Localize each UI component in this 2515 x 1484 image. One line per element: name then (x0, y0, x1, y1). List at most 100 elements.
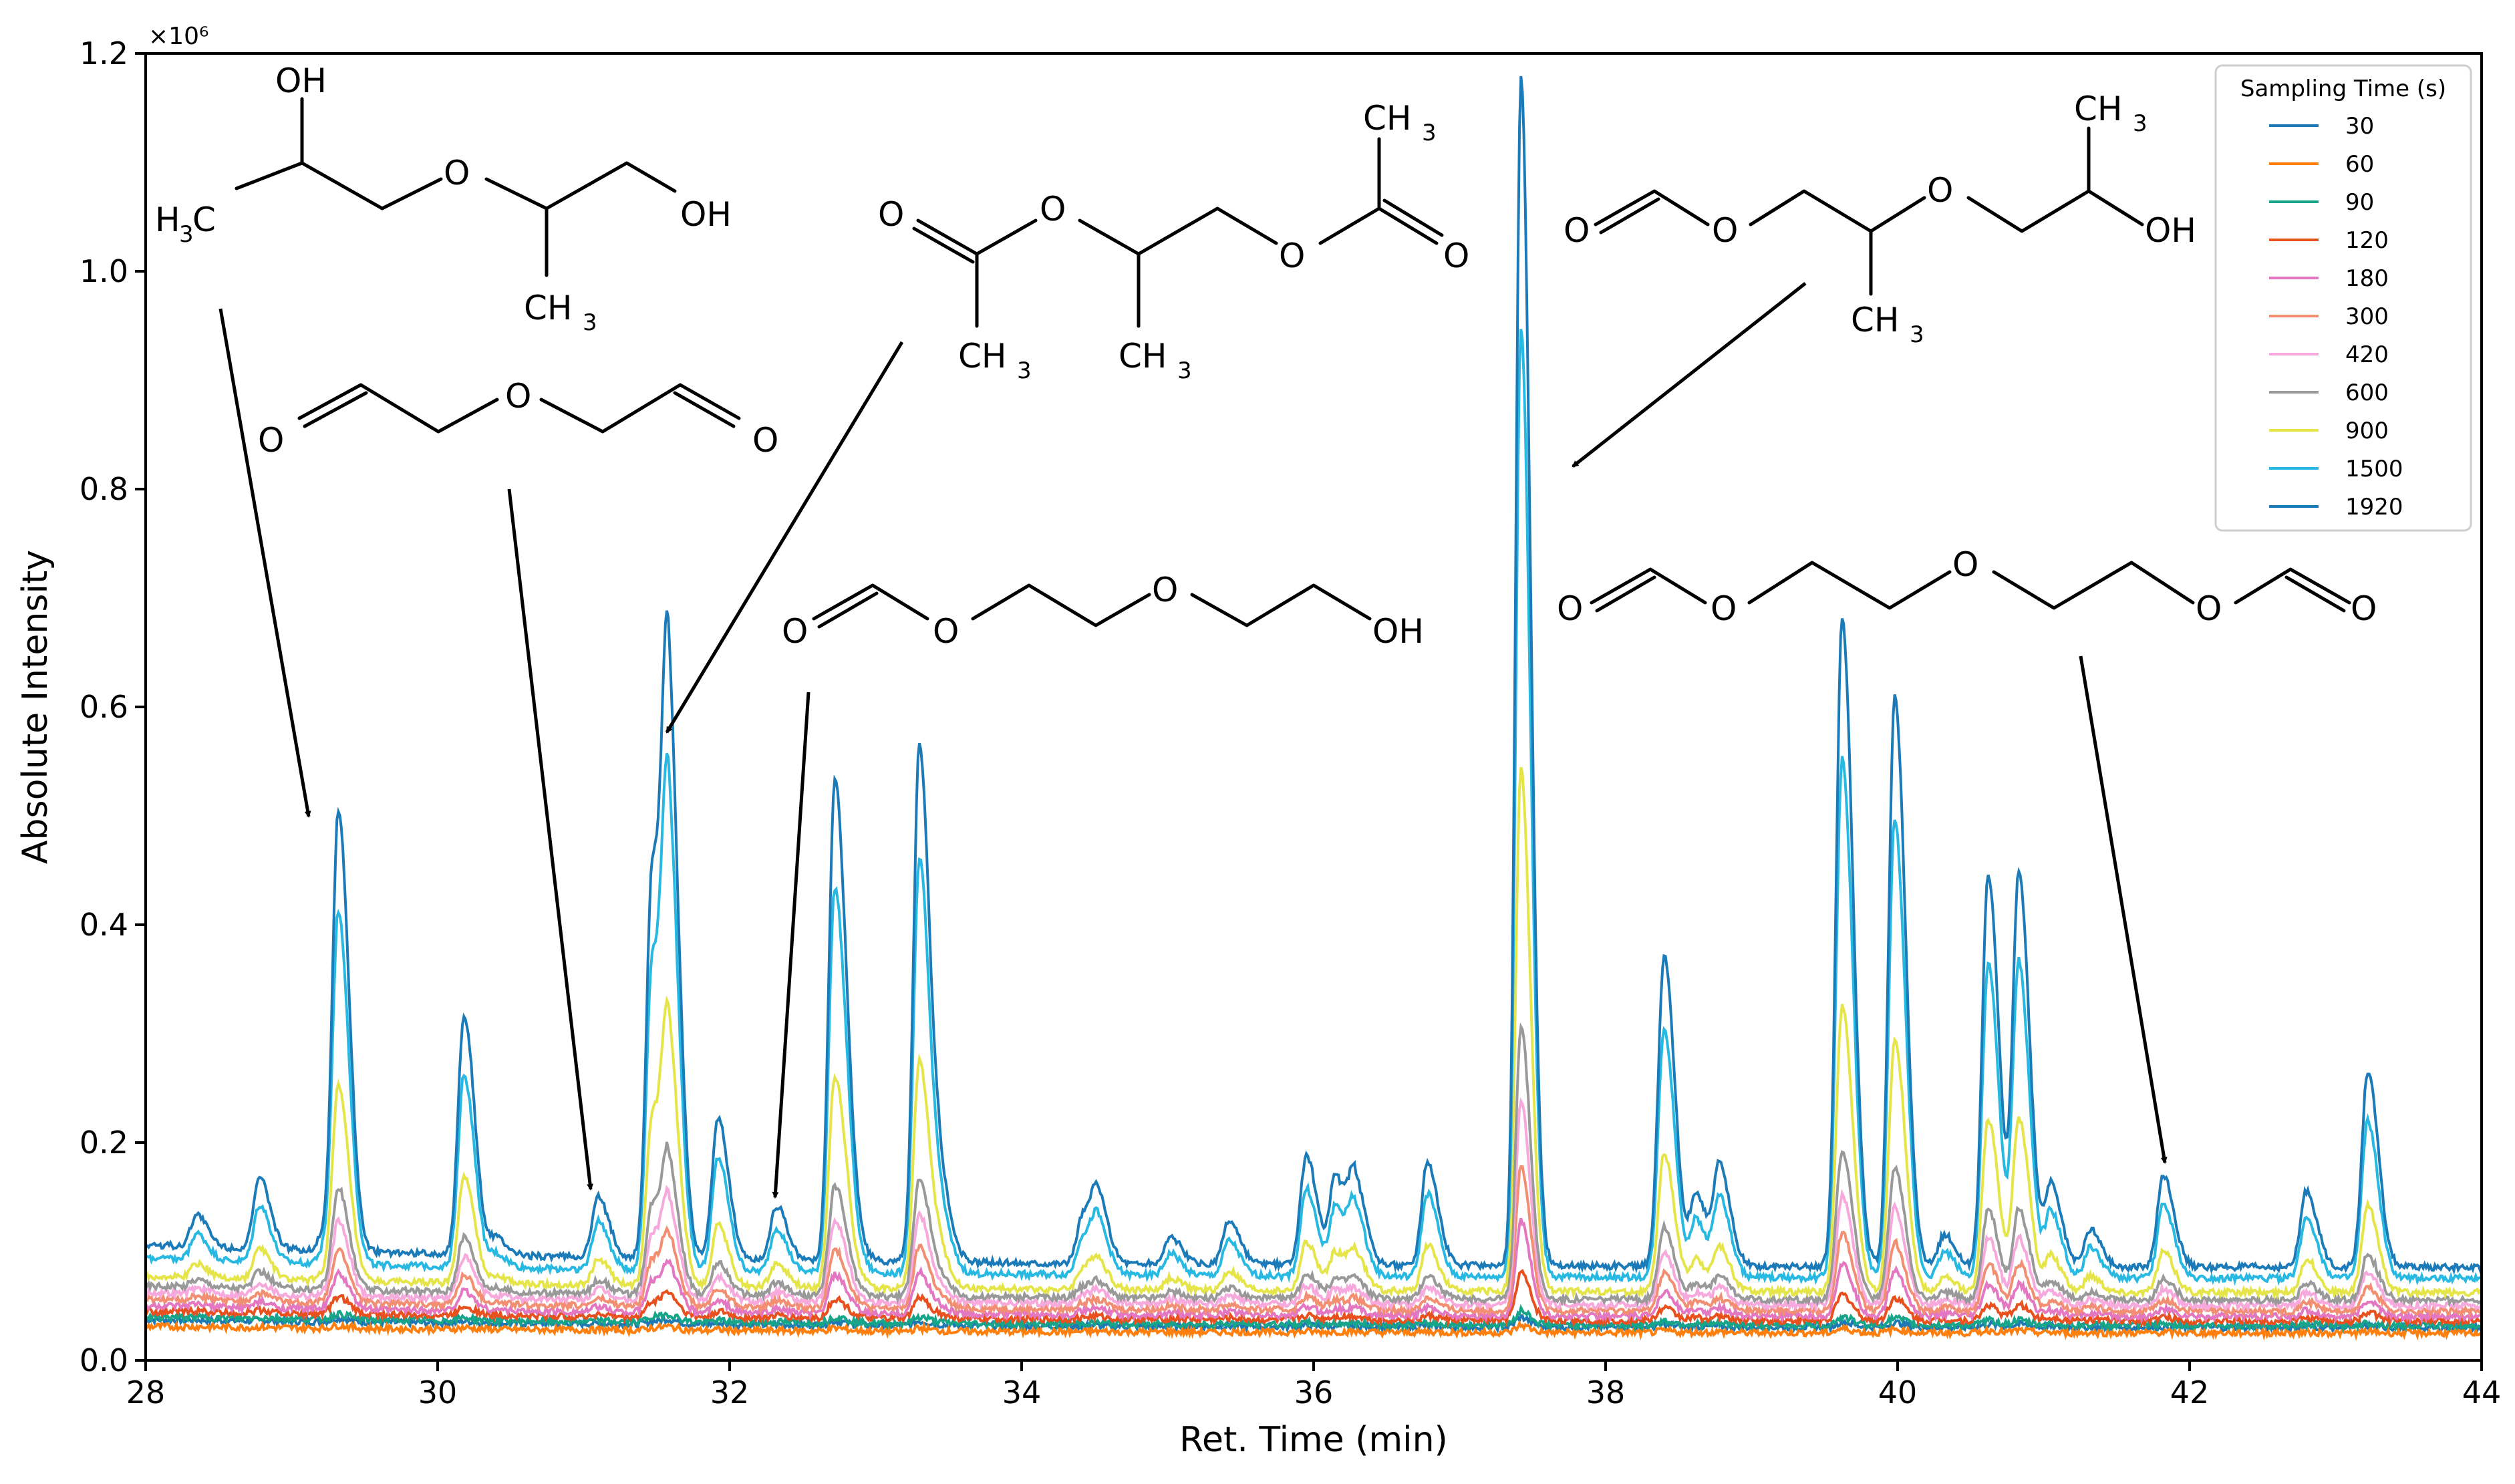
s5-ch3-sub: 3 (2133, 110, 2148, 137)
legend-label-120: 120 (2345, 227, 2389, 254)
annotation-arrows (218, 282, 2168, 1199)
y-axis: 0.0 0.2 0.4 0.6 0.8 1.0 1.2 (80, 35, 146, 1378)
structure-1: OH O OH H 3 C CH 3 (155, 61, 732, 336)
s5-ch3-bottom: CH (1851, 301, 1900, 339)
s1-ch3: CH (524, 289, 573, 327)
s5-ch3: CH (2074, 90, 2123, 128)
s3-ch3-top: CH (1363, 99, 1412, 138)
s3-ch3-mid: CH (1119, 337, 1167, 376)
legend: Sampling Time (s) 30 60 90 120 180 300 420 600 9… (2214, 64, 2472, 532)
structure-2: O O O (258, 377, 778, 460)
legend-label-90: 90 (2345, 189, 2374, 216)
s3-ch3-mid-sub: 3 (1177, 357, 1192, 384)
legend-entries: 30 60 90 120 180 300 420 600 900 1500 1920 (2269, 113, 2403, 521)
s1-h3c-h: H (155, 200, 180, 239)
s6-o-ester-left: O (1711, 589, 1737, 628)
s6-o-ester-right: O (2196, 589, 2222, 628)
series-line-600 (144, 1022, 2483, 1308)
legend-title: Sampling Time (s) (2240, 76, 2446, 102)
y-tick-label: 0.4 (80, 907, 128, 943)
s5-ch3-bottom-sub: 3 (1910, 321, 1924, 348)
trace-group (144, 76, 2483, 1341)
arrow-3 (665, 341, 904, 734)
s4-o-dbl: O (782, 612, 808, 651)
series-line-1920 (145, 76, 2483, 1276)
s3-o-dbl-left: O (878, 195, 904, 234)
legend-label-1920: 1920 (2345, 494, 2403, 521)
s1-h3c-c: C (192, 200, 216, 239)
series-line-1500 (145, 329, 2482, 1286)
x-tick-label: 30 (418, 1374, 458, 1411)
x-tick-label: 40 (1878, 1374, 1918, 1411)
x-tick-label: 44 (2462, 1374, 2502, 1411)
legend-label-60: 60 (2345, 151, 2374, 178)
s1-ch3-sub: 3 (583, 309, 597, 336)
s1-o: O (444, 154, 470, 192)
arrow-1 (218, 308, 311, 818)
s1-h3c-sub: 3 (179, 221, 194, 248)
s2-o-right: O (752, 421, 778, 460)
y-multiplier-label: ×10⁶ (148, 23, 208, 50)
series-line-180 (144, 1217, 2483, 1325)
structure-6: O O O O O (1557, 545, 2377, 628)
s3-o-dbl-right: O (1443, 237, 1469, 275)
s1-oh-right: OH (680, 195, 732, 234)
structure-3: O O O O CH 3 CH 3 CH 3 (878, 99, 1469, 384)
x-axis: 28 30 32 34 36 38 40 42 44 (126, 1360, 2502, 1411)
y-axis-title: Absolute Intensity (15, 550, 55, 864)
s1-oh-top: OH (275, 61, 327, 100)
s4-o-ether: O (1152, 571, 1178, 609)
x-tick-label: 36 (1294, 1374, 1334, 1411)
plot-frame (144, 52, 2483, 1362)
y-tick-label: 0.0 (80, 1342, 128, 1378)
x-tick-label: 34 (1002, 1374, 1042, 1411)
legend-label-30: 30 (2345, 113, 2374, 140)
s6-o-ether: O (1952, 545, 1978, 584)
y-tick-label: 0.6 (80, 689, 128, 725)
s3-o-ester-left: O (1040, 190, 1066, 229)
series-line-900 (144, 766, 2483, 1301)
legend-box (2214, 64, 2472, 532)
y-tick-label: 0.8 (80, 471, 128, 507)
structure-5: O O O OH CH 3 CH 3 (1564, 90, 2196, 348)
s5-o-ether: O (1927, 171, 1953, 210)
arrow-2 (507, 488, 594, 1191)
s5-o-ester: O (1712, 211, 1738, 250)
s2-o-left: O (258, 421, 284, 460)
y-tick-label: 0.2 (80, 1125, 128, 1161)
s3-ch3-left-sub: 3 (1017, 357, 1032, 384)
legend-label-1500: 1500 (2345, 456, 2403, 482)
s3-ch3-left: CH (958, 337, 1007, 376)
s3-ch3-top-sub: 3 (1422, 120, 1437, 146)
arrow-4 (772, 692, 810, 1199)
legend-label-600: 600 (2345, 380, 2389, 406)
arrow-6 (2079, 655, 2168, 1164)
series-line-300 (145, 1165, 2483, 1319)
structure-4: O O O OH (782, 571, 1424, 651)
series-line-90 (144, 1304, 2483, 1333)
x-axis-title: Ret. Time (min) (1179, 1420, 1448, 1460)
y-tick-label: 1.2 (80, 35, 128, 71)
arrow-5 (1572, 282, 1807, 468)
series-line-120 (144, 1268, 2483, 1328)
legend-label-300: 300 (2345, 303, 2389, 330)
s5-o-dbl: O (1564, 211, 1590, 250)
legend-label-420: 420 (2345, 341, 2389, 368)
x-tick-label: 32 (710, 1374, 750, 1411)
x-tick-label: 28 (126, 1374, 166, 1411)
series-line-60 (144, 1320, 2483, 1341)
x-tick-label: 38 (1586, 1374, 1626, 1411)
s6-o-dbl-right: O (2351, 589, 2377, 628)
y-tick-label: 1.0 (80, 253, 128, 289)
s4-oh: OH (1372, 612, 1424, 651)
s4-o-ester: O (933, 612, 959, 651)
legend-label-900: 900 (2345, 418, 2389, 444)
series-line-420 (144, 1097, 2483, 1314)
s2-o-mid: O (505, 377, 531, 416)
s6-o-dbl-left: O (1557, 589, 1583, 628)
s5-oh: OH (2145, 211, 2196, 250)
x-tick-label: 42 (2170, 1374, 2210, 1411)
s3-o-ester-right: O (1279, 237, 1305, 275)
legend-label-180: 180 (2345, 265, 2389, 292)
